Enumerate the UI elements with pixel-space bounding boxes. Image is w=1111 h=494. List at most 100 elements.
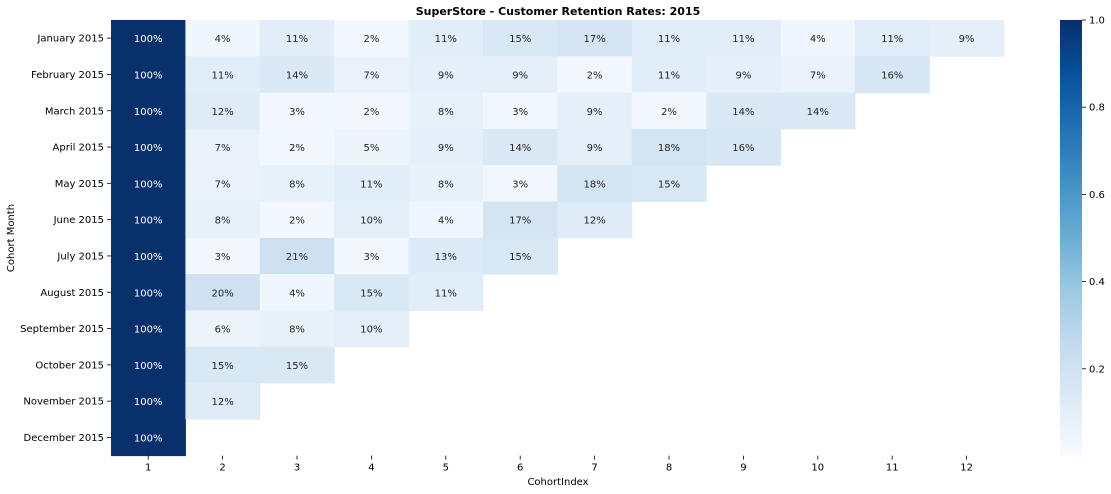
heatmap-cell	[185, 128, 261, 166]
cell-value-label: 9%	[512, 70, 528, 81]
cell-value-label: 100%	[134, 288, 163, 299]
cell-value-label: 100%	[134, 397, 163, 408]
colorbar-tick-label: 0.2	[1089, 364, 1105, 375]
heatmap-cell	[631, 20, 707, 57]
heatmap-cell	[483, 20, 558, 57]
heatmap-cell	[483, 201, 558, 239]
x-tick-label: 3	[294, 463, 300, 474]
heatmap-cell	[929, 20, 1005, 57]
heatmap-cell	[483, 165, 558, 202]
heatmap-cell	[111, 346, 186, 384]
x-tick-label: 7	[591, 463, 597, 474]
heatmap-cell	[185, 201, 261, 239]
x-tick-label: 11	[886, 463, 899, 474]
colorbar-tick-label: 0.6	[1089, 190, 1105, 201]
cell-value-label: 7%	[215, 179, 231, 190]
y-tick-label: August 2015	[40, 288, 104, 299]
cell-value-label: 12%	[211, 107, 233, 118]
cell-value-label: 100%	[134, 34, 163, 45]
heatmap-cell	[111, 92, 186, 130]
x-tick-label: 8	[666, 463, 672, 474]
heatmap-cell	[111, 201, 186, 239]
y-tick-label: May 2015	[55, 179, 104, 190]
x-axis-label: CohortIndex	[527, 477, 588, 488]
cell-value-label: 12%	[583, 216, 605, 227]
y-axis-label: Cohort Month	[6, 204, 17, 272]
heatmap-cell	[706, 20, 782, 57]
cell-value-label: 14%	[732, 107, 754, 118]
heatmap-cell	[408, 20, 484, 57]
heatmap-cell	[334, 128, 410, 166]
heatmap-cell	[334, 165, 410, 202]
y-tick-label: November 2015	[23, 397, 104, 408]
heatmap-cell	[185, 20, 261, 57]
cell-value-label: 6%	[215, 325, 231, 336]
cell-value-label: 11%	[435, 288, 457, 299]
heatmap-cell	[483, 92, 558, 130]
x-tick-label: 12	[960, 463, 973, 474]
heatmap-cell	[259, 201, 335, 239]
cell-value-label: 4%	[289, 288, 305, 299]
x-tick-label: 9	[740, 463, 746, 474]
heatmap-cell	[185, 92, 261, 130]
heatmap-cell	[259, 237, 335, 275]
cell-value-label: 11%	[211, 70, 233, 81]
x-tick-label: 5	[443, 463, 449, 474]
cell-value-label: 11%	[658, 70, 680, 81]
heatmap-cell	[483, 128, 558, 166]
cell-value-label: 3%	[512, 179, 528, 190]
heatmap-cell	[185, 274, 261, 311]
heatmap-cell	[706, 92, 782, 130]
y-tick-label: October 2015	[35, 360, 104, 371]
cell-value-label: 100%	[134, 325, 163, 336]
heatmap-cell	[259, 56, 335, 94]
heatmap-cell	[706, 56, 782, 94]
heatmap-cell	[111, 310, 186, 348]
cell-value-label: 15%	[211, 361, 233, 372]
colorbar-ticks: 0.2 0.4 0.6 0.8 1.0	[1082, 16, 1105, 375]
heatmap-cell	[408, 165, 484, 202]
heatmap-cell	[259, 165, 335, 202]
heatmap-cell	[334, 56, 410, 94]
cell-value-label: 15%	[658, 179, 680, 190]
cell-value-label: 10%	[360, 216, 382, 227]
cell-value-label: 100%	[134, 70, 163, 81]
heatmap-cell	[557, 165, 633, 202]
colorbar-tick-label: 0.8	[1089, 103, 1105, 114]
heatmap-cell	[111, 419, 186, 457]
cell-value-label: 3%	[289, 107, 305, 118]
colorbar	[1060, 20, 1082, 456]
heatmap-cell	[780, 56, 856, 94]
cell-value-label: 11%	[360, 179, 382, 190]
cell-value-label: 15%	[286, 361, 308, 372]
cell-value-label: 9%	[438, 70, 454, 81]
cell-value-label: 18%	[658, 143, 680, 154]
heatmap-cell	[557, 128, 633, 166]
y-tick-label: December 2015	[24, 433, 104, 444]
cell-value-label: 100%	[134, 252, 163, 263]
x-axis-ticks: 1 2 3 4 5 6 7 8 9 10 11 12	[145, 455, 973, 474]
cell-value-label: 16%	[732, 143, 754, 154]
heatmap-cell	[185, 56, 261, 94]
cell-value-label: 10%	[360, 325, 382, 336]
heatmap-cell	[631, 92, 707, 130]
cell-value-label: 8%	[289, 179, 305, 190]
x-tick-label: 1	[145, 463, 151, 474]
y-tick-label: April 2015	[53, 143, 104, 154]
heatmap-cell	[334, 274, 410, 311]
cell-value-label: 7%	[363, 70, 379, 81]
cell-value-label: 14%	[286, 70, 308, 81]
heatmap-cell	[185, 310, 261, 348]
cell-value-label: 16%	[881, 70, 903, 81]
chart-title: SuperStore - Customer Retention Rates: 2…	[416, 5, 701, 18]
cell-value-label: 18%	[583, 179, 605, 190]
y-tick-label: January 2015	[36, 34, 104, 45]
cell-value-label: 15%	[509, 252, 531, 263]
cell-value-label: 7%	[215, 143, 231, 154]
cell-value-label: 100%	[134, 433, 163, 444]
y-tick-label: February 2015	[31, 70, 104, 81]
heatmap-cell	[557, 20, 633, 57]
cell-value-label: 11%	[286, 34, 308, 45]
cell-value-label: 2%	[661, 107, 677, 118]
